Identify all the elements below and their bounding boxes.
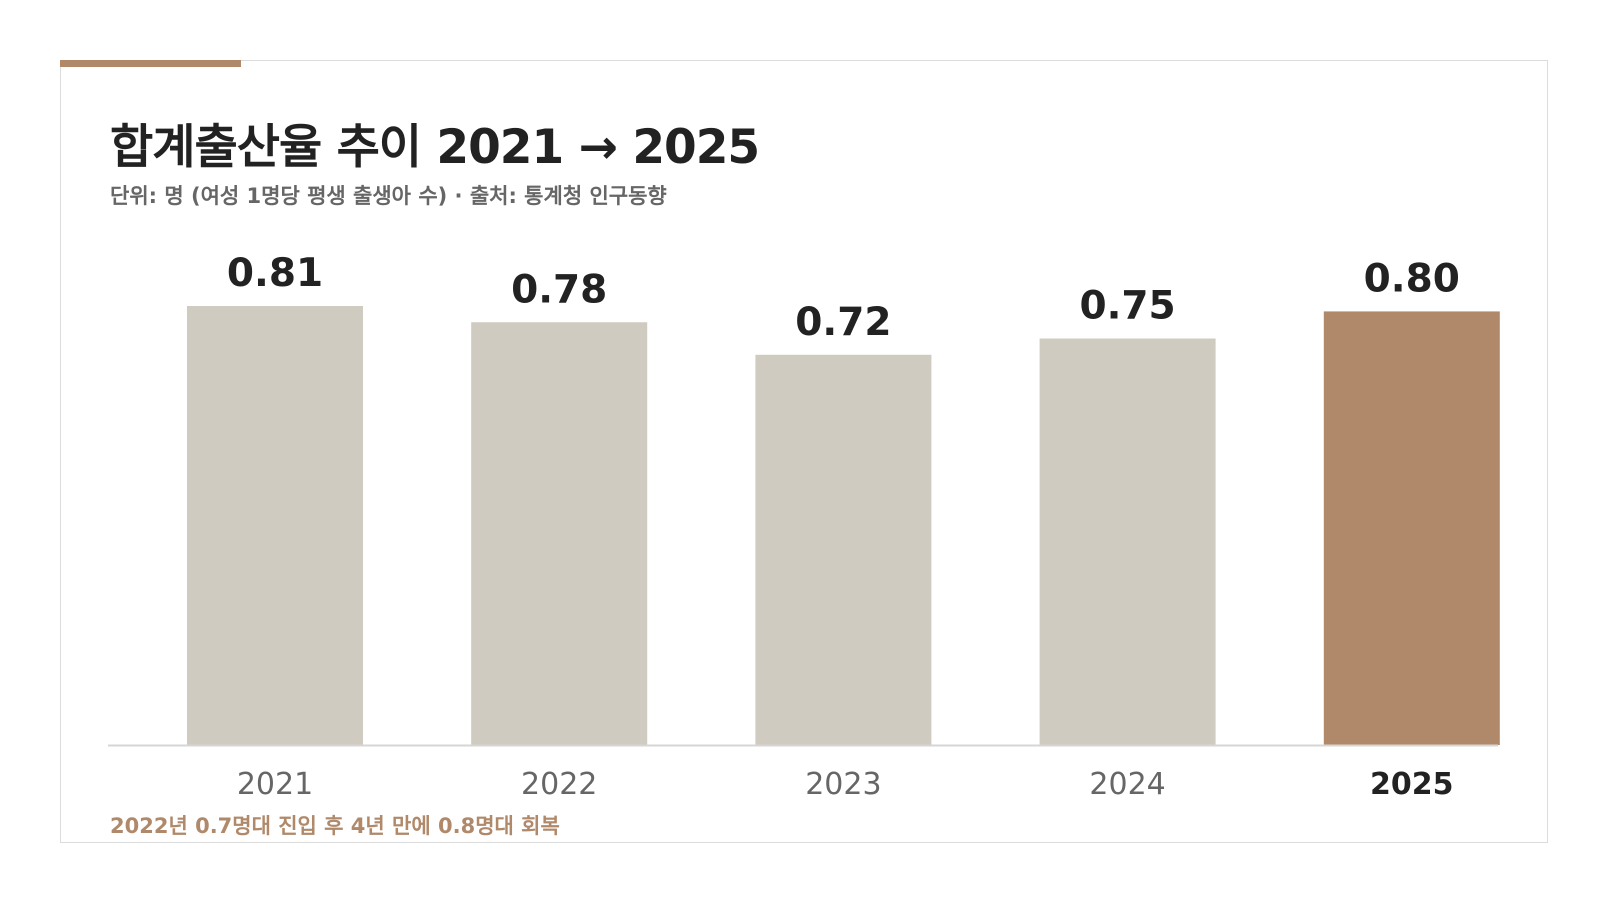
value-labels-layer: 0.81 0.78 0.72 0.75 0.80	[227, 251, 1460, 345]
value-label-2023: 0.72	[795, 300, 891, 345]
value-label-2022: 0.78	[511, 267, 607, 312]
bar-2023	[755, 354, 932, 745]
value-label-2025: 0.80	[1364, 256, 1460, 301]
x-axis-tick-labels: 2021 2022 2023 2024 2025	[237, 767, 1454, 802]
bar-2021	[187, 306, 363, 745]
accent-bar	[60, 60, 241, 67]
x-tick-label-2023: 2023	[805, 767, 881, 802]
page-title: 합계출산율 추이 2021 → 2025	[110, 120, 760, 175]
x-tick-label-2024: 2024	[1089, 767, 1165, 802]
value-label-2021: 0.81	[227, 251, 323, 296]
bar-2025	[1323, 311, 1500, 745]
value-label-2024: 0.75	[1079, 284, 1175, 329]
x-tick-label-2022: 2022	[521, 767, 597, 802]
bar-2024	[1039, 338, 1216, 745]
x-tick-label-2025: 2025	[1370, 767, 1454, 802]
x-tick-label-2021: 2021	[237, 767, 313, 802]
chart-subtitle: 단위: 명 (여성 1명당 평생 출생아 수) · 출처: 통계청 인구동향	[110, 184, 667, 208]
bars-layer	[187, 306, 1500, 745]
footnote: 2022년 0.7명대 진입 후 4년 만에 0.8명대 회복	[110, 814, 560, 838]
bar-2022	[471, 322, 648, 745]
